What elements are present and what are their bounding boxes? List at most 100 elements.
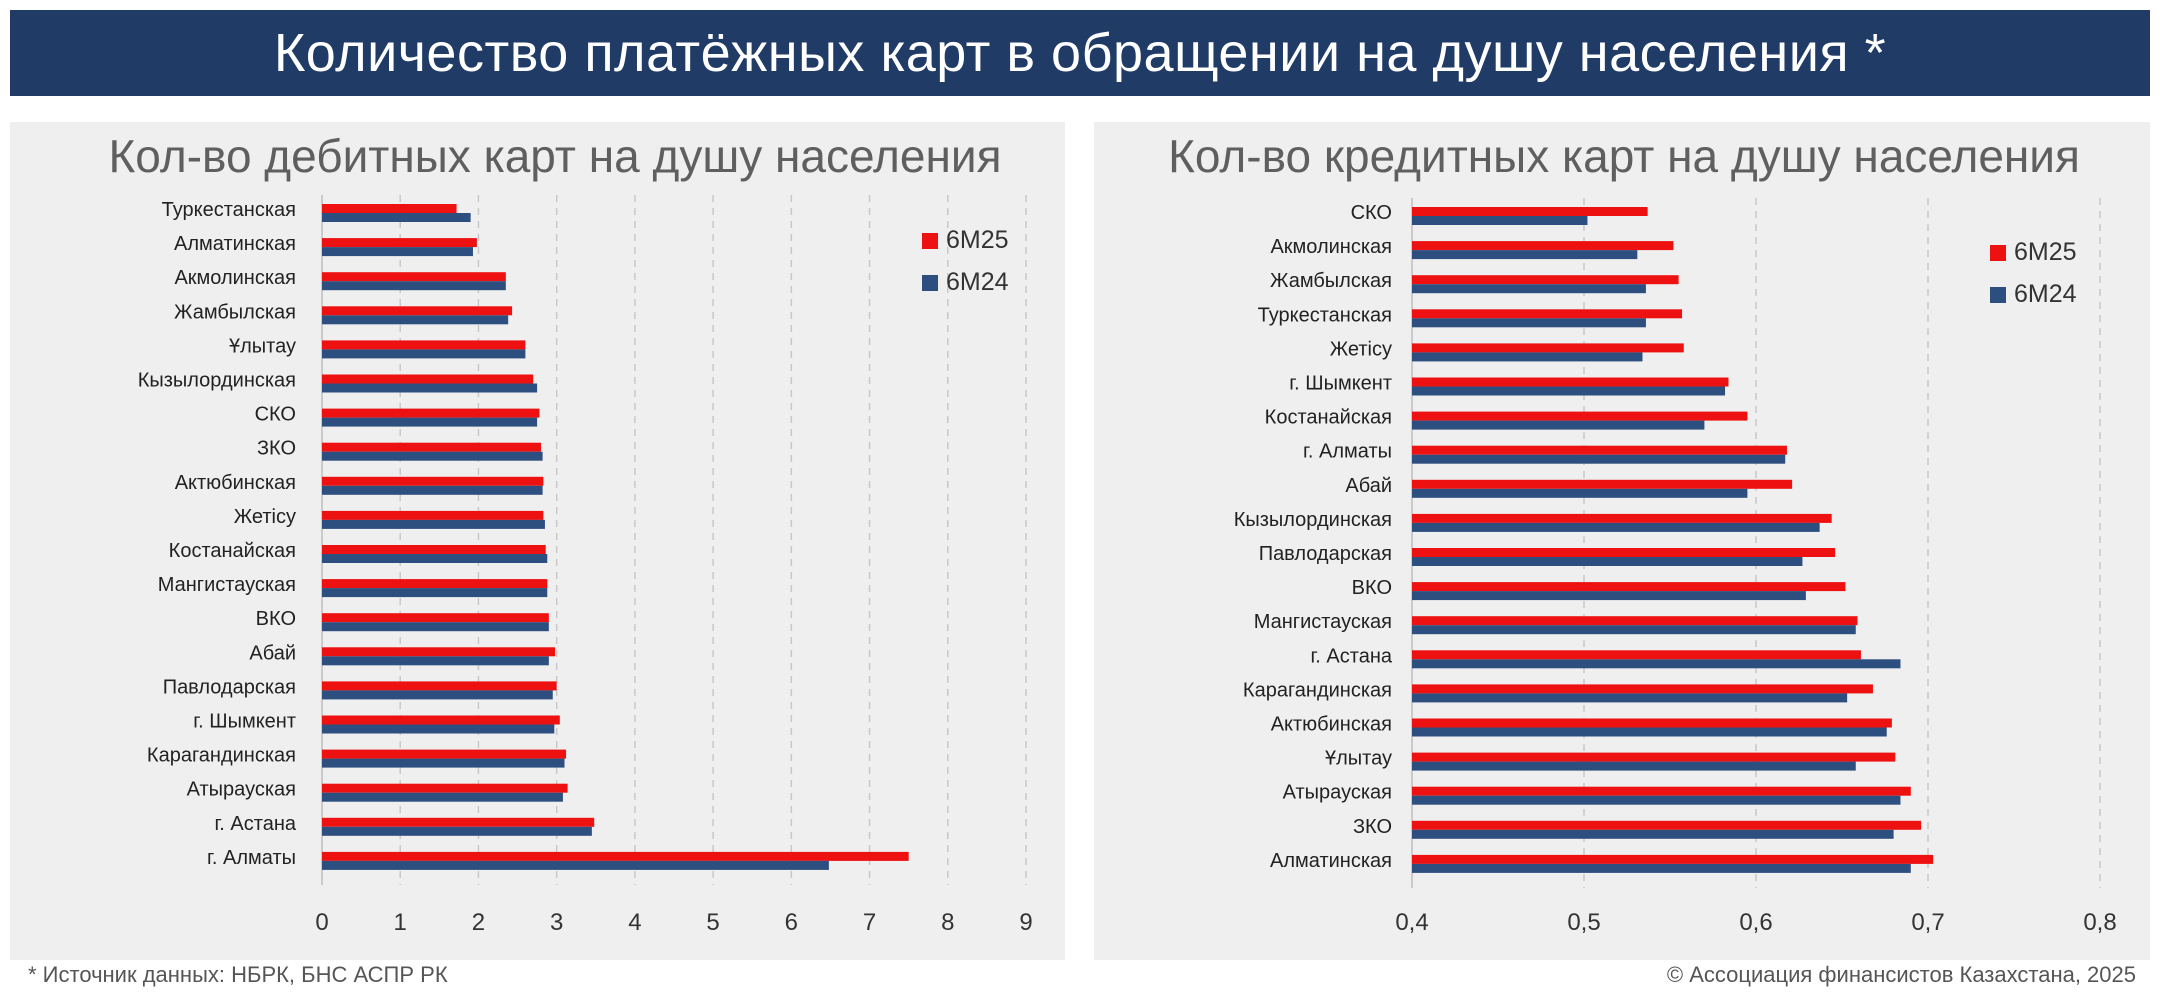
credit-bar-6m24	[1412, 454, 1786, 464]
credit-category-label: Ұлытау	[1325, 748, 1392, 770]
copyright-note: © Ассоциация финансистов Казахстана, 202…	[1666, 962, 2136, 987]
debit-category-label: Жетісу	[234, 506, 296, 528]
debit-bar-6m25	[322, 851, 909, 861]
credit-x-tick-label: 0,6	[1739, 909, 1772, 936]
credit-cards-chart: Кол-во кредитных карт на душу населения 0…	[1168, 130, 2117, 936]
debit-bar-6m24	[322, 826, 592, 836]
credit-bar-6m24	[1412, 829, 1894, 839]
debit-category-label: Ұлытау	[229, 335, 296, 357]
debit-legend-swatch	[922, 233, 938, 249]
credit-bar-6m25	[1412, 786, 1911, 796]
debit-x-tick-label: 4	[628, 909, 641, 936]
credit-category-label: Акмолинская	[1270, 236, 1392, 258]
credit-bar-6m24	[1412, 591, 1806, 601]
credit-category-label: г. Шымкент	[1289, 373, 1392, 395]
credit-category-label: Карагандинская	[1243, 679, 1392, 701]
credit-bar-6m25	[1412, 479, 1793, 489]
debit-bar-6m25	[322, 476, 544, 486]
debit-bar-6m24	[322, 690, 553, 700]
debit-category-label: Костанайская	[169, 540, 296, 562]
credit-category-label: Жетісу	[1330, 338, 1392, 360]
credit-bar-6m25	[1412, 582, 1846, 592]
credit-bar-6m24	[1412, 488, 1748, 498]
credit-bar-6m25	[1412, 207, 1648, 216]
debit-bar-6m25	[322, 272, 506, 282]
credit-category-label: Туркестанская	[1258, 304, 1392, 326]
debit-x-tick-label: 2	[472, 909, 485, 936]
credit-bar-6m25	[1412, 377, 1729, 387]
debit-bar-6m25	[322, 340, 526, 350]
credit-x-tick-label: 0,4	[1395, 909, 1428, 936]
credit-bar-6m25	[1412, 616, 1858, 626]
credit-category-label: СКО	[1351, 202, 1392, 224]
debit-category-label: СКО	[255, 404, 296, 426]
credit-bar-6m25	[1412, 309, 1683, 319]
debit-x-tick-label: 0	[315, 909, 328, 936]
debit-cards-chart-panel: Кол-во дебитных карт на душу населения 0 1…	[10, 122, 1065, 960]
debit-category-label: г. Астана	[214, 813, 296, 835]
credit-bar-6m24	[1412, 284, 1646, 294]
debit-legend-label: 6М24	[946, 268, 1009, 296]
debit-bar-6m24	[322, 451, 543, 461]
debit-category-label: Акмолинская	[174, 267, 296, 289]
debit-category-label: Туркестанская	[162, 199, 296, 221]
debit-bar-6m25	[322, 204, 457, 213]
debit-category-label: Павлодарская	[163, 676, 296, 698]
credit-category-label: Актюбинская	[1271, 714, 1392, 736]
debit-bar-6m24	[322, 213, 471, 222]
debit-bar-6m25	[322, 715, 560, 725]
debit-bar-6m24	[322, 519, 545, 529]
debit-category-label: г. Шымкент	[193, 711, 296, 733]
credit-category-label: Павлодарская	[1259, 543, 1392, 565]
debit-bar-6m25	[322, 545, 546, 554]
debit-bar-6m25	[322, 817, 595, 827]
debit-bar-6m24	[322, 315, 509, 325]
credit-bar-6m25	[1412, 752, 1896, 762]
debit-bar-6m24	[322, 417, 538, 427]
credit-legend-swatch	[1990, 287, 2006, 303]
debit-bar-6m24	[322, 758, 565, 768]
credit-legend-swatch	[1990, 245, 2006, 261]
debit-x-tick-label: 7	[863, 909, 876, 936]
debit-bar-6m24	[322, 792, 563, 802]
credit-category-label: ВКО	[1352, 577, 1392, 599]
credit-bar-6m25	[1412, 275, 1679, 285]
debit-bar-6m25	[322, 408, 540, 418]
debit-x-tick-label: 5	[706, 909, 719, 936]
credit-legend-label: 6М24	[2014, 280, 2077, 308]
debit-x-tick-label: 8	[941, 909, 954, 936]
debit-legend-label: 6М25	[946, 226, 1009, 254]
page-banner: Количество платёжных карт в обращении на…	[10, 10, 2150, 96]
debit-bar-6m24	[322, 281, 506, 291]
debit-bar-6m25	[322, 306, 513, 316]
credit-legend-label: 6М25	[2014, 238, 2077, 266]
debit-x-tick-label: 3	[550, 909, 563, 936]
debit-bar-6m25	[322, 238, 477, 248]
debit-category-label: Абай	[249, 642, 296, 664]
credit-bar-6m25	[1412, 820, 1922, 830]
debit-x-tick-label: 9	[1019, 909, 1032, 936]
credit-bar-6m25	[1412, 684, 1873, 694]
credit-bar-6m25	[1412, 548, 1836, 557]
debit-bar-6m25	[322, 783, 568, 793]
debit-bar-6m25	[322, 647, 556, 657]
debit-chart-title: Кол-во дебитных карт на душу населения	[109, 130, 1002, 182]
debit-x-tick-label: 1	[394, 909, 407, 936]
credit-x-tick-label: 0,5	[1567, 909, 1600, 936]
credit-bar-6m24	[1412, 761, 1856, 771]
credit-bar-6m24	[1412, 625, 1856, 635]
debit-category-label: Кызылординская	[138, 370, 296, 392]
credit-chart-title: Кол-во кредитных карт на душу населения	[1168, 130, 2080, 182]
debit-bar-6m25	[322, 613, 549, 623]
debit-bar-6m25	[322, 510, 544, 520]
debit-bar-6m24	[322, 860, 829, 870]
debit-category-label: ЗКО	[257, 438, 296, 460]
debit-category-label: г. Алматы	[207, 847, 296, 869]
credit-bar-6m25	[1412, 445, 1787, 455]
credit-bar-6m25	[1412, 241, 1674, 251]
debit-category-label: Жамбылская	[174, 301, 296, 323]
credit-bar-6m24	[1412, 352, 1643, 362]
credit-bar-6m24	[1412, 420, 1705, 430]
debit-category-label: Карагандинская	[147, 745, 296, 767]
credit-bar-6m24	[1412, 693, 1848, 703]
